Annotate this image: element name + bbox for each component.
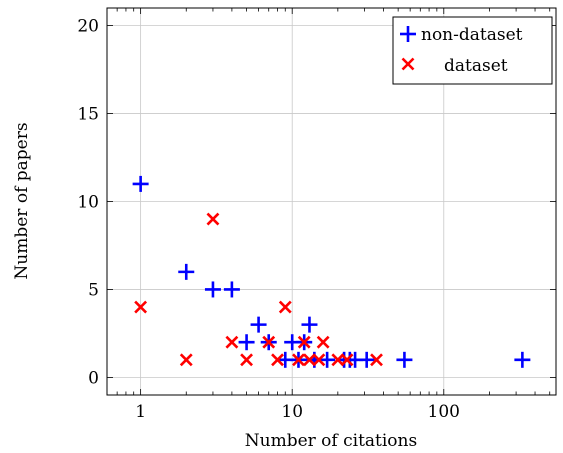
x-tick-label: 10: [281, 402, 303, 422]
point-dataset: [312, 353, 326, 367]
legend-label-non-dataset: non-dataset: [421, 25, 523, 45]
y-tick-label: 10: [77, 193, 99, 213]
point-dataset: [303, 353, 316, 367]
legend-symbol-non-dataset: [400, 26, 416, 42]
point-dataset: [225, 335, 239, 349]
point-dataset: [340, 353, 354, 367]
legend-symbol-dataset: [401, 57, 415, 71]
point-non-dataset: [223, 281, 240, 298]
y-tick-label: 15: [77, 105, 99, 125]
tick-labels: 1 10 100 0 5 10 15 20: [77, 17, 460, 422]
point-dataset: [271, 353, 284, 367]
legend-label-dataset: dataset: [444, 56, 508, 76]
y-tick-label: 5: [88, 280, 99, 300]
legend-plus-marker: [400, 26, 416, 42]
point-dataset: [316, 335, 330, 349]
point-dataset: [134, 300, 148, 314]
x-tick-label: 100: [428, 402, 460, 422]
x-axis-label: Number of citations: [245, 431, 417, 451]
point-non-dataset: [301, 316, 318, 333]
point-non-dataset: [514, 351, 531, 368]
x-tick-label: 1: [135, 402, 146, 422]
point-non-dataset: [204, 281, 221, 298]
point-dataset: [240, 353, 253, 367]
point-non-dataset: [396, 351, 413, 368]
point-non-dataset: [358, 351, 375, 368]
point-dataset: [297, 335, 311, 349]
point-non-dataset: [178, 263, 195, 280]
point-dataset: [370, 353, 383, 367]
point-dataset: [331, 353, 345, 367]
point-non-dataset: [250, 316, 267, 333]
y-axis-label: Number of papers: [12, 122, 32, 279]
point-dataset: [206, 212, 220, 226]
legend-box: [392, 16, 553, 85]
point-dataset: [278, 300, 292, 314]
legend: non-dataset dataset: [392, 16, 553, 85]
y-tick-label: 0: [88, 368, 99, 388]
point-non-dataset: [132, 175, 149, 192]
point-dataset: [262, 335, 276, 349]
point-non-dataset: [319, 351, 336, 368]
legend-cross-marker: [401, 57, 415, 71]
y-tick-label: 20: [77, 17, 99, 37]
point-non-dataset: [238, 334, 255, 351]
axis-ticks: [106, 8, 556, 395]
point-dataset: [292, 353, 305, 367]
data-points: [132, 175, 531, 368]
point-dataset: [179, 353, 193, 367]
